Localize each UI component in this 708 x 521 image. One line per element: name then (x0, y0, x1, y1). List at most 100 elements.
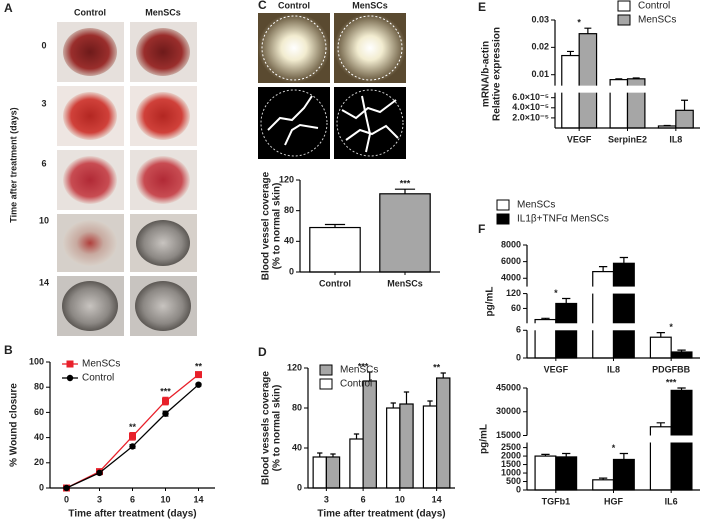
error-bar (598, 266, 608, 272)
wound (136, 220, 190, 266)
error-bar (394, 188, 416, 194)
wound (63, 92, 117, 140)
panel-label: F (478, 222, 485, 236)
axis-break (519, 435, 702, 443)
y-tick-label: 6 (516, 325, 521, 335)
legend-label: MenSCs (82, 359, 120, 370)
legend-swatch (319, 364, 333, 376)
panel-label: A (4, 1, 13, 15)
y-tick-label: 2000 (501, 450, 521, 460)
y-tick-label: 80 (292, 402, 302, 412)
vessel-image (334, 87, 406, 159)
y-tick-label: 0 (516, 484, 521, 494)
x-tick-label: Control (319, 278, 351, 288)
annotation: *** (666, 377, 677, 387)
y-axis-title: mRNA/b-actin (481, 41, 492, 107)
bar (612, 262, 635, 359)
axis-break (519, 286, 702, 294)
row-label: 6 (41, 158, 46, 168)
y-tick-label: 500 (506, 476, 521, 486)
error-bar (681, 99, 689, 111)
error-bar (632, 77, 640, 79)
wound (135, 281, 191, 331)
error-bar (598, 477, 608, 480)
error-bar (403, 391, 410, 404)
row-label: 3 (41, 98, 46, 108)
y-tick-label: 40 (34, 432, 44, 442)
y-tick-label: 40 (292, 442, 302, 452)
bar (309, 226, 361, 273)
wound (63, 28, 117, 76)
y-tick-label: 60 (34, 407, 44, 417)
y-axis-title: (% to normal skin) (272, 183, 283, 270)
legend-label: Control (82, 373, 114, 384)
x-tick-label: 14 (193, 494, 203, 504)
column-label: MenSCs (145, 7, 181, 17)
marker (195, 381, 202, 388)
annotation: * (577, 18, 581, 28)
row-label: 0 (41, 40, 46, 50)
panel-label: E (478, 0, 486, 14)
y-tick-label: 120 (506, 288, 521, 298)
y-axis-title: pg/mL (485, 287, 496, 317)
vessel-image (258, 87, 330, 159)
error-bar (566, 50, 574, 56)
y-tick-label: 2.0×10⁻⁵ (512, 112, 549, 122)
y-tick-label: 100 (29, 356, 44, 366)
legend-marker (66, 360, 74, 368)
bar (555, 302, 578, 359)
panel-a-photos (57, 22, 197, 336)
bar (649, 336, 672, 359)
marker (129, 432, 136, 440)
x-tick-label: HGF (604, 496, 624, 506)
x-axis-title: Time after treatment (days) (317, 509, 445, 520)
y-axis-title: Blood vessel coverage (261, 171, 272, 280)
photo (334, 13, 406, 83)
bar (534, 455, 557, 491)
annotation: * (554, 288, 558, 298)
x-tick-label: VEGF (544, 364, 569, 374)
vessel (341, 99, 397, 120)
y-tick-label: 20 (34, 457, 44, 467)
axis-break (519, 323, 702, 331)
y-tick-label: 45000 (496, 382, 521, 392)
y-axis-title: % Wound closure (9, 383, 20, 467)
y-tick-label: 1000 (501, 467, 521, 477)
x-tick-label: 0 (64, 494, 69, 504)
x-tick-label: 10 (160, 494, 170, 504)
bar (325, 456, 341, 489)
y-tick-label: 6000 (501, 256, 521, 266)
dashed-circle (336, 89, 404, 157)
error-bar (562, 297, 571, 304)
x-tick-label: 6 (361, 494, 366, 504)
legend-marker (66, 374, 74, 382)
panel-label: B (4, 343, 13, 357)
error-bar (367, 371, 373, 381)
bar (592, 271, 615, 359)
marker (162, 397, 169, 405)
x-tick-label: SerpinE2 (608, 134, 647, 144)
error-bar (562, 452, 571, 457)
error-bar (353, 433, 360, 439)
marker (162, 410, 169, 417)
x-tick-label: VEGF (567, 134, 592, 144)
dashed-circle (261, 15, 327, 81)
legend-swatch (319, 378, 333, 390)
bar (592, 479, 615, 491)
y-tick-label: 120 (287, 362, 302, 372)
error-bar (324, 223, 346, 228)
wound (136, 28, 190, 76)
error-bar (677, 349, 686, 352)
y-tick-label: 2500 (501, 442, 521, 452)
legend-swatch (496, 213, 510, 225)
y-axis-title: (% to normal skin) (272, 385, 283, 472)
vessel (361, 95, 372, 153)
x-tick-label: 3 (97, 494, 102, 504)
marker (195, 371, 202, 379)
x-tick-label: 10 (395, 494, 405, 504)
bar (670, 351, 693, 359)
column-label: Control (278, 0, 310, 10)
annotation: ** (195, 361, 203, 371)
error-bar (584, 27, 592, 34)
